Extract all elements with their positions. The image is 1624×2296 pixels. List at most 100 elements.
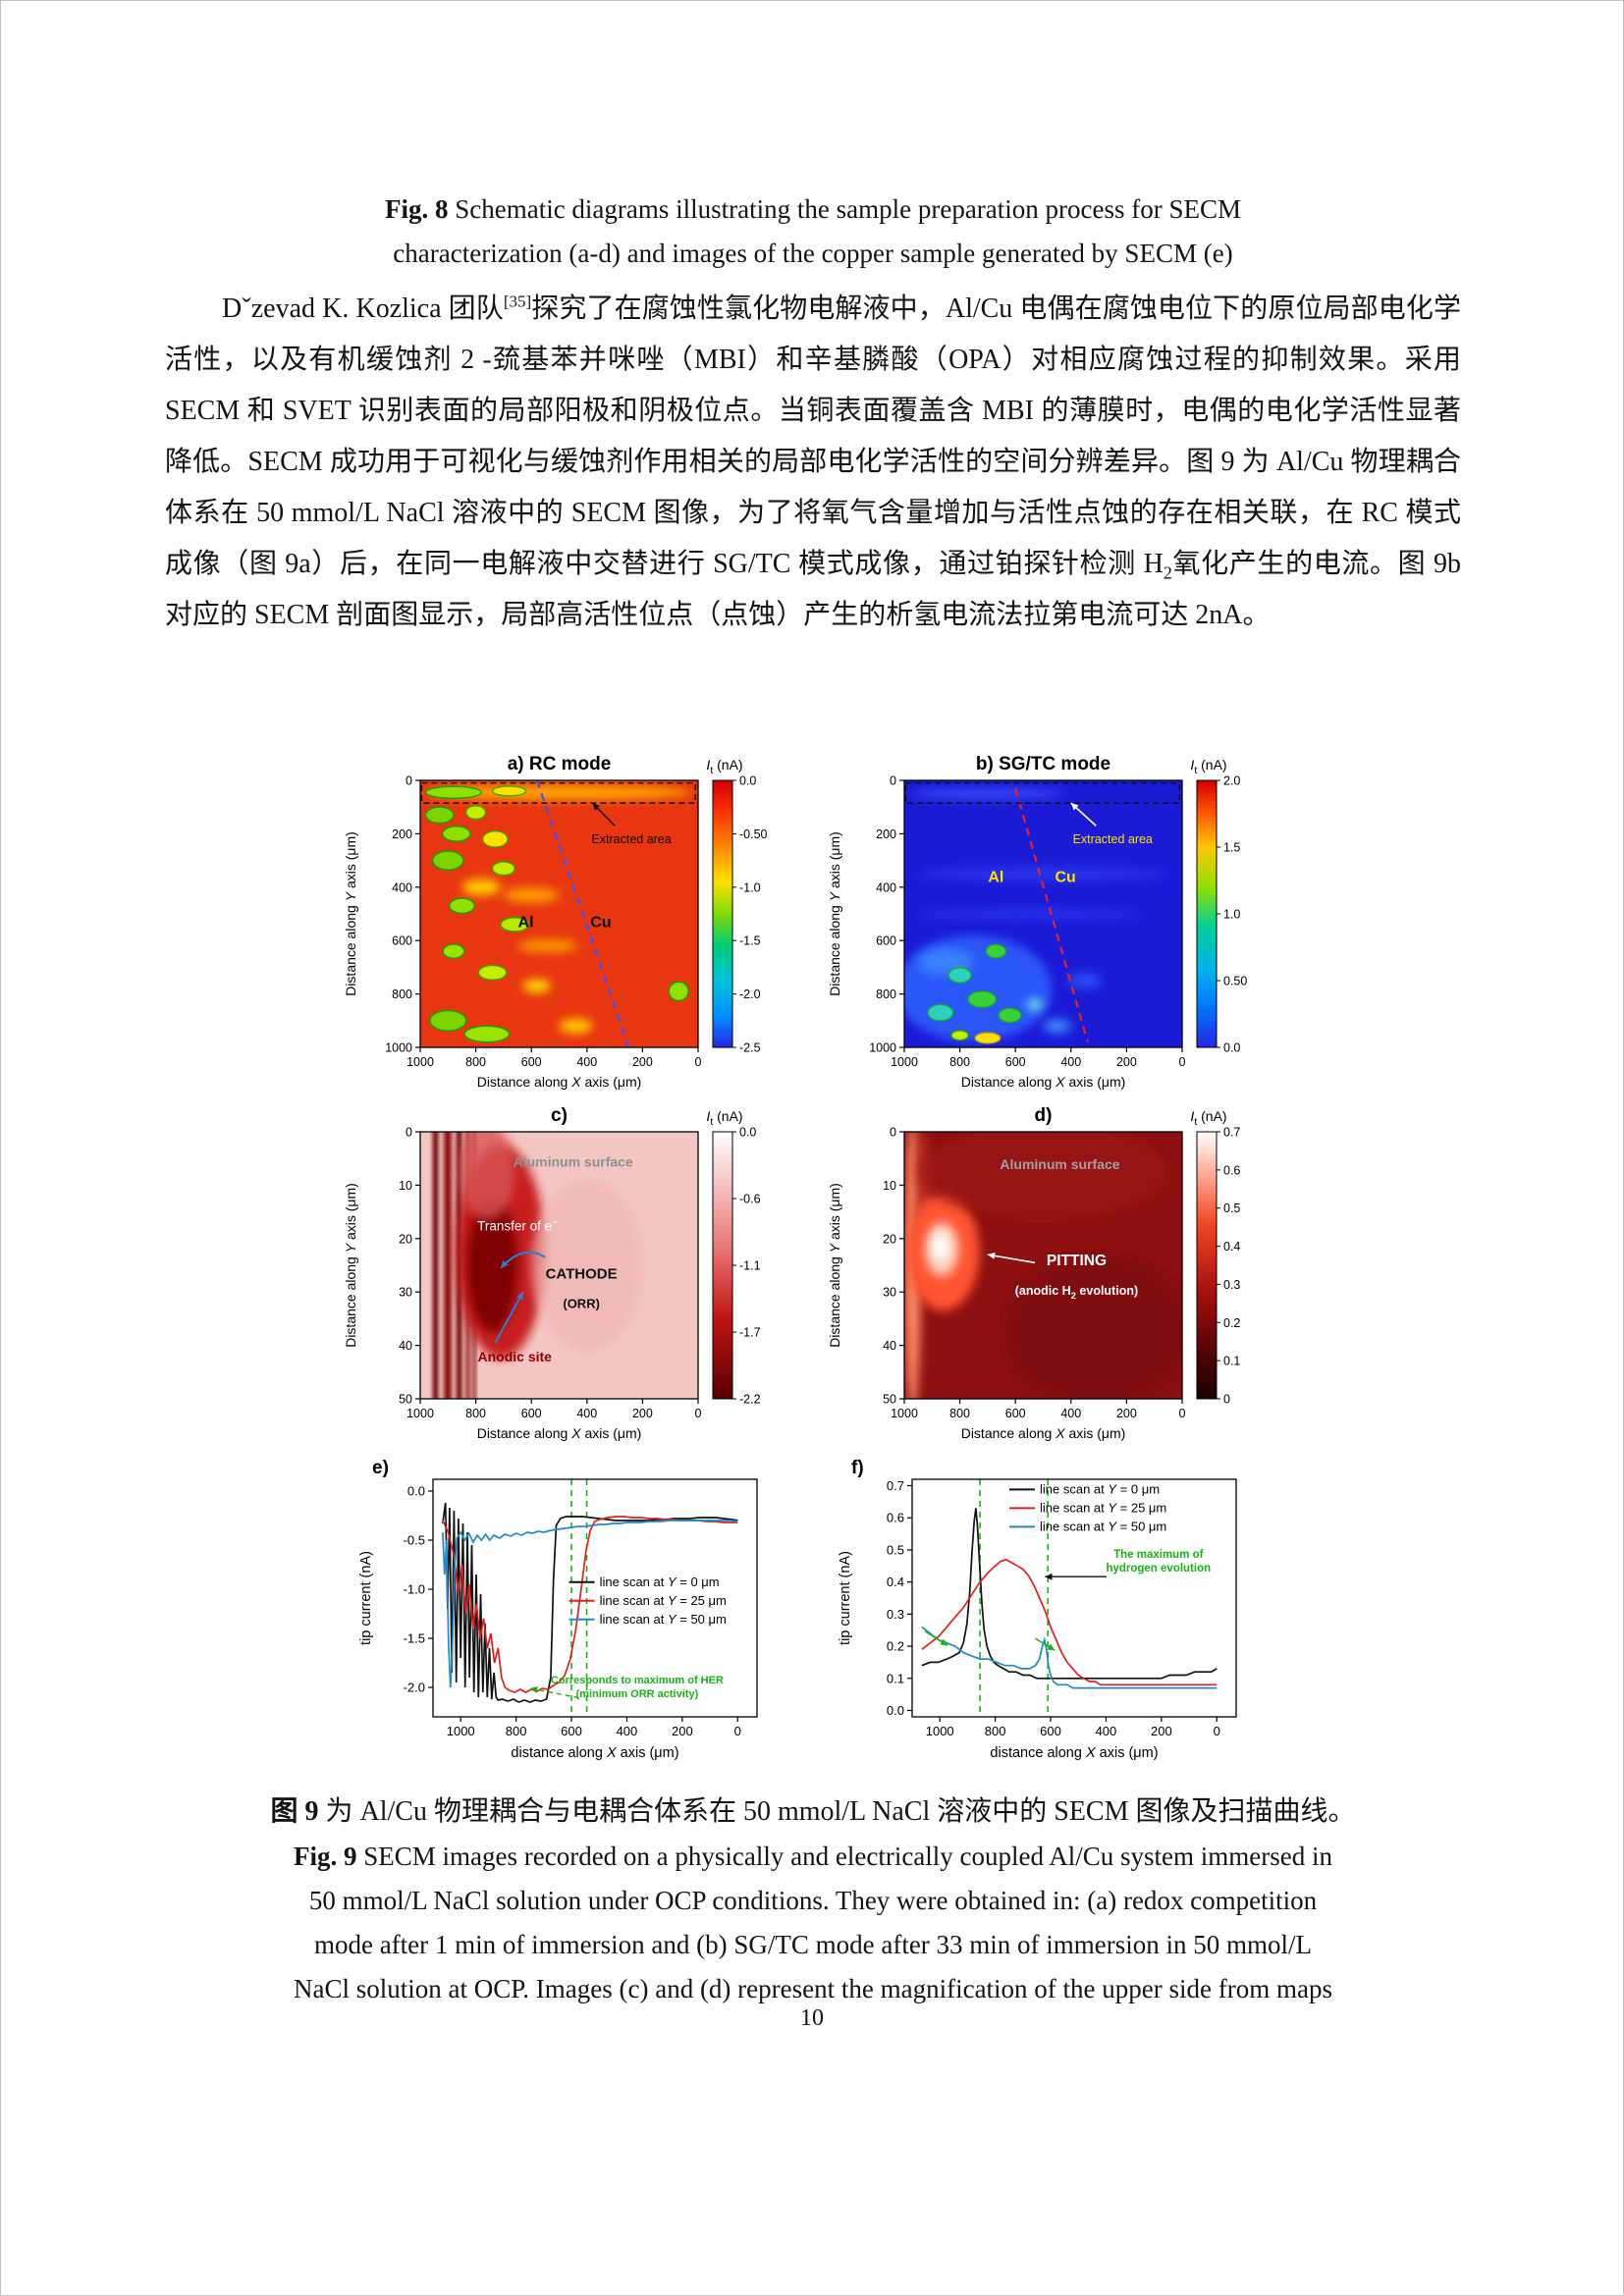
annotation: (anodic H2 evolution) [1015, 1284, 1138, 1301]
svg-text:0.7: 0.7 [1223, 1126, 1240, 1140]
subplot-f-title: f) [851, 1458, 864, 1478]
subplot-d-title: d) [1035, 1105, 1053, 1126]
svg-text:1000: 1000 [406, 1407, 434, 1420]
svg-text:400: 400 [392, 881, 412, 894]
svg-text:0.4: 0.4 [887, 1575, 904, 1589]
svg-text:-1.7: -1.7 [739, 1326, 761, 1340]
svg-text:0.2: 0.2 [887, 1639, 904, 1654]
svg-text:800: 800 [506, 1724, 527, 1738]
svg-text:0: 0 [734, 1724, 741, 1738]
y-axis-label: Distance along Y axis (μm) [827, 1183, 842, 1348]
chart-e: e) 0.0 -0.5 -1.0 -1.5 -2.0 1000 800 600 400 200 0 di… [358, 1458, 758, 1761]
chart-f: f) 0.0 0.1 0.2 0.3 0.4 0.5 0.6 0.7 1000 800 600 400 2… [838, 1458, 1237, 1761]
heatmap-c [420, 1132, 698, 1399]
svg-text:20: 20 [399, 1232, 412, 1246]
annotation: (minimum ORR activity) [576, 1688, 699, 1700]
svg-text:1000: 1000 [926, 1724, 954, 1738]
svg-text:-1.0: -1.0 [739, 881, 761, 894]
svg-text:1000: 1000 [891, 1055, 918, 1069]
svg-text:0.0: 0.0 [407, 1484, 425, 1499]
x-axis-label: Distance along X axis (μm) [961, 1074, 1126, 1090]
svg-text:-0.50: -0.50 [739, 828, 768, 841]
annotation: Cu [1055, 869, 1075, 885]
y-axis-label: Distance along Y axis (μm) [343, 831, 358, 996]
legend-entry: line scan at Y = 25 μm [1040, 1500, 1166, 1515]
svg-text:0.3: 0.3 [1223, 1278, 1240, 1292]
svg-text:400: 400 [576, 1407, 597, 1420]
annotation: Cu [590, 915, 611, 932]
svg-text:0: 0 [695, 1055, 702, 1069]
svg-text:200: 200 [1116, 1055, 1137, 1069]
legend-entry: line scan at Y = 25 μm [600, 1593, 727, 1608]
svg-text:600: 600 [392, 934, 412, 948]
fig9-caption-en-line4: NaCl solution at OCP. Images (c) and (d)… [294, 1974, 1332, 2003]
paragraph-part2: 探究了在腐蚀性氯化物电解液中，Al/Cu 电偶在腐蚀电位下的原位局部电化学活性，… [165, 294, 1461, 579]
annotation: Aluminum surface [514, 1153, 633, 1169]
colorbar [1196, 1131, 1218, 1400]
svg-text:40: 40 [399, 1339, 412, 1353]
svg-text:800: 800 [876, 988, 896, 1001]
svg-text:0.1: 0.1 [887, 1671, 904, 1685]
series-e-2 [442, 1520, 738, 1688]
citation-ref: [35] [503, 292, 532, 311]
svg-text:600: 600 [876, 934, 896, 948]
x-axis-label: distance along X axis (μm) [511, 1745, 678, 1761]
annotation: Transfer of e− [477, 1218, 558, 1234]
svg-text:0: 0 [1223, 1393, 1230, 1407]
fig8-caption-line1: Fig. 8 Schematic diagrams illustrating t… [165, 187, 1461, 232]
y-axis-label: Distance along Y axis (μm) [827, 831, 842, 996]
legend-entry: line scan at Y = 0 μm [600, 1575, 720, 1589]
svg-text:200: 200 [632, 1407, 653, 1420]
subplot-c-title: c) [551, 1105, 568, 1126]
svg-text:30: 30 [399, 1286, 412, 1300]
annotation: Al [518, 915, 534, 932]
svg-text:0.3: 0.3 [887, 1607, 904, 1622]
fig9-caption-en: Fig. 9 SECM images recorded on a physica… [165, 1835, 1461, 2011]
annotation: (ORR) [563, 1297, 600, 1311]
svg-text:-2.0: -2.0 [404, 1681, 425, 1695]
svg-text:10: 10 [399, 1179, 412, 1193]
fig9-caption-cn: 图 9 为 Al/Cu 物理耦合与电耦合体系在 50 mmol/L NaCl 溶… [165, 1789, 1461, 1829]
fig8-label: Fig. 8 [384, 194, 449, 224]
svg-text:0.50: 0.50 [1223, 975, 1247, 988]
al-cu-boundary-line [1014, 787, 1089, 1042]
svg-text:0: 0 [1179, 1055, 1186, 1069]
svg-text:0.0: 0.0 [739, 774, 756, 788]
svg-text:0.5: 0.5 [887, 1542, 904, 1557]
svg-text:400: 400 [1060, 1055, 1081, 1069]
svg-text:0.0: 0.0 [887, 1703, 904, 1718]
x-axis-label: distance along X axis (μm) [990, 1745, 1158, 1761]
svg-text:-1.5: -1.5 [404, 1631, 425, 1646]
svg-text:0: 0 [406, 1126, 412, 1140]
svg-text:-1.0: -1.0 [404, 1582, 425, 1597]
series-e-1 [442, 1516, 738, 1693]
svg-text:20: 20 [883, 1232, 896, 1246]
svg-text:600: 600 [561, 1724, 582, 1738]
svg-text:-2.5: -2.5 [739, 1041, 761, 1055]
body-paragraph: Dˇzevad K. Kozlica 团队[35]探究了在腐蚀性氯化物电解液中，… [165, 284, 1461, 641]
svg-text:200: 200 [1116, 1407, 1137, 1420]
svg-text:600: 600 [521, 1407, 542, 1420]
svg-text:400: 400 [617, 1724, 638, 1738]
svg-text:0: 0 [1179, 1407, 1186, 1420]
svg-text:400: 400 [1060, 1407, 1081, 1420]
svg-text:800: 800 [949, 1055, 970, 1069]
svg-text:2.0: 2.0 [1223, 774, 1240, 788]
y-axis-label: tip current (nA) [358, 1551, 374, 1645]
svg-text:400: 400 [576, 1055, 597, 1069]
x-axis-label: Distance along X axis (μm) [477, 1074, 642, 1090]
heatmap-b [904, 780, 1182, 1047]
svg-text:0.7: 0.7 [887, 1478, 904, 1493]
legend-entry: line scan at Y = 0 μm [1040, 1481, 1160, 1496]
svg-text:50: 50 [399, 1393, 412, 1407]
heatmap-a [420, 780, 698, 1047]
fig9-subplot-d-pitting-map: d) Aluminum surface PITTING (anodic H2 evol… [824, 1104, 1285, 1443]
svg-text:50: 50 [883, 1393, 896, 1407]
svg-text:0: 0 [406, 774, 412, 788]
subplot-e-title: e) [372, 1458, 389, 1478]
svg-text:0: 0 [695, 1407, 702, 1420]
colorbar-label: It (nA) [1190, 1108, 1226, 1128]
svg-text:-0.6: -0.6 [739, 1193, 761, 1206]
svg-text:0.4: 0.4 [1223, 1240, 1240, 1254]
